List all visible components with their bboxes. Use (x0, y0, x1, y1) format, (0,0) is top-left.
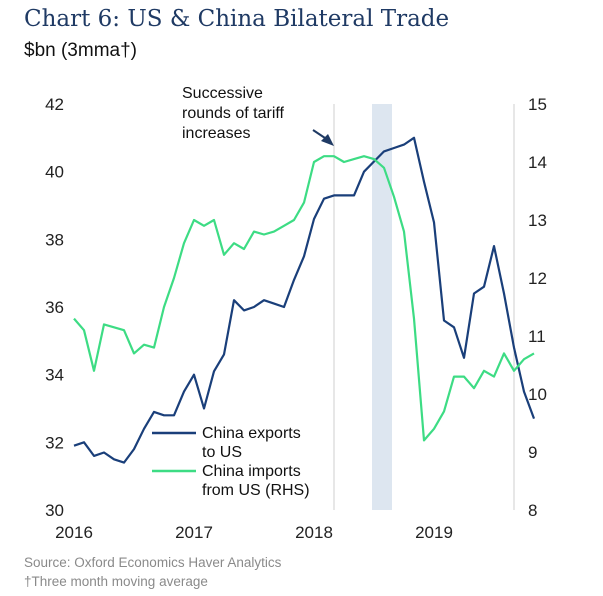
y-left-tick-label: 34 (45, 366, 64, 385)
annotation-text: Successive (182, 85, 263, 102)
legend-label-exports: China exports (202, 425, 301, 442)
x-tick-label: 2016 (55, 523, 93, 540)
annotation-text: increases (182, 125, 250, 142)
series-line-imports (73, 155, 535, 442)
y-left-tick-label: 38 (45, 230, 64, 249)
legend-label-imports: China imports (202, 463, 301, 480)
x-tick-label: 2018 (295, 523, 333, 540)
y-right-tick-label: 15 (528, 95, 547, 114)
y-left-tick-label: 36 (45, 298, 64, 317)
chart-subtitle: $bn (3mma†) (24, 40, 137, 61)
y-left-tick-label: 32 (45, 433, 64, 452)
annotation-arrow-head (321, 134, 334, 146)
legend-label-exports: to US (202, 444, 242, 461)
y-left-tick-label: 30 (45, 501, 64, 520)
y-right-tick-label: 14 (528, 153, 547, 172)
y-right-tick-label: 12 (528, 269, 547, 288)
x-tick-label: 2017 (175, 523, 213, 540)
annotation-text: rounds of tariff (182, 105, 285, 122)
legend-label-imports: from US (RHS) (202, 482, 310, 499)
y-left-tick-label: 40 (45, 163, 64, 182)
y-right-tick-label: 13 (528, 211, 547, 230)
y-left-tick-label: 42 (45, 95, 64, 114)
y-right-tick-label: 9 (528, 443, 537, 462)
y-right-tick-label: 8 (528, 501, 537, 520)
chart-title: Chart 6: US & China Bilateral Trade (24, 6, 450, 32)
x-tick-label: 2019 (415, 523, 453, 540)
y-right-tick-label: 10 (528, 385, 547, 404)
y-right-tick-label: 11 (528, 327, 546, 346)
footnote: †Three month moving average (24, 574, 208, 589)
series-line-exports (73, 136, 536, 464)
tariff-shaded-region (372, 104, 392, 510)
trade-line-chart: 30 32 34 36 38 40 42 8 9 10 11 12 13 14 15 2016 2017 2018… (45, 85, 547, 540)
source-note: Source: Oxford Economics Haver Analytics (24, 555, 282, 570)
